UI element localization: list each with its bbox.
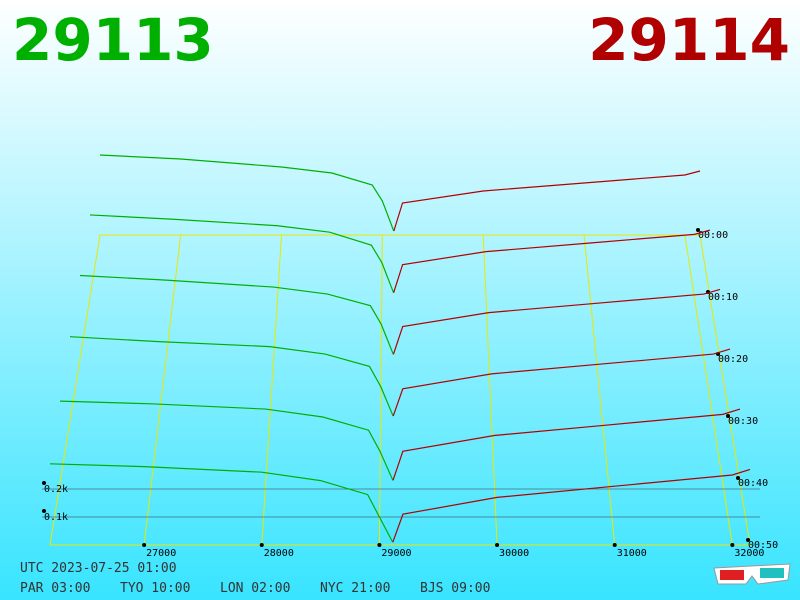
ask-depth-line bbox=[392, 408, 741, 481]
3d-glasses-icon bbox=[713, 563, 791, 585]
timestamp: UTC 2023-07-25 01:00 bbox=[20, 561, 177, 576]
bid-depth-line bbox=[59, 400, 394, 481]
grid-line bbox=[684, 234, 733, 546]
depth-tick bbox=[42, 481, 46, 485]
time-tick bbox=[746, 538, 750, 542]
time-tick-label: 00:20 bbox=[718, 354, 748, 365]
time-tick-label: 00:00 bbox=[698, 230, 728, 241]
bid-depth-line bbox=[79, 274, 394, 355]
bid-depth-line bbox=[99, 154, 395, 232]
time-tick-label: 00:10 bbox=[708, 292, 738, 303]
grid-line bbox=[583, 234, 616, 546]
x-tick bbox=[730, 543, 735, 547]
ask-depth-line bbox=[392, 348, 731, 417]
x-tick-label: 28000 bbox=[264, 548, 294, 559]
time-tick-label: 00:50 bbox=[748, 540, 778, 551]
floor-frame bbox=[49, 234, 751, 546]
depth-tick-label: 0.2k bbox=[44, 484, 68, 495]
grid-line bbox=[143, 234, 182, 546]
x-tick bbox=[259, 543, 264, 547]
grid-line bbox=[261, 234, 283, 546]
ask-depth-line bbox=[393, 229, 711, 293]
bid-depth-line bbox=[69, 336, 394, 417]
x-tick bbox=[142, 543, 147, 547]
clock: TYO 10:00 bbox=[120, 581, 190, 596]
grid-line bbox=[482, 234, 498, 546]
x-tick-label: 27000 bbox=[146, 548, 176, 559]
time-tick-label: 00:30 bbox=[728, 416, 758, 427]
clocks: PAR 03:00 TYO 10:00 LON 02:00 NYC 21:00 BJS … bbox=[20, 581, 490, 596]
ask-price: 29114 bbox=[588, 6, 790, 74]
ask-depth-line bbox=[393, 170, 701, 232]
time-tick bbox=[726, 414, 730, 418]
time-tick bbox=[736, 476, 740, 480]
clock: LON 02:00 bbox=[220, 581, 290, 596]
clock: BJS 09:00 bbox=[420, 581, 490, 596]
x-tick-label: 32000 bbox=[734, 548, 764, 559]
ask-depth-line bbox=[392, 288, 721, 355]
clock: PAR 03:00 bbox=[20, 581, 90, 596]
bid-price: 29113 bbox=[12, 6, 214, 74]
x-tick-label: 30000 bbox=[499, 548, 529, 559]
grid-line bbox=[378, 234, 383, 546]
ask-depth-line bbox=[392, 468, 751, 543]
time-tick-label: 00:40 bbox=[738, 478, 768, 489]
x-tick-label: 31000 bbox=[617, 548, 647, 559]
depth-tick bbox=[42, 509, 46, 513]
x-tick bbox=[495, 543, 500, 547]
bid-depth-line bbox=[49, 463, 394, 543]
x-tick-label: 29000 bbox=[381, 548, 411, 559]
depth-tick-label: 0.1k bbox=[44, 512, 68, 523]
x-tick bbox=[612, 543, 617, 547]
plot: 27000 28000 29000 30000 31000 32000 0.1k 0.2k 00… bbox=[42, 154, 778, 559]
bid-depth-line bbox=[89, 214, 395, 293]
x-tick bbox=[377, 543, 382, 547]
clock: NYC 21:00 bbox=[320, 581, 390, 596]
time-tick bbox=[696, 228, 700, 232]
